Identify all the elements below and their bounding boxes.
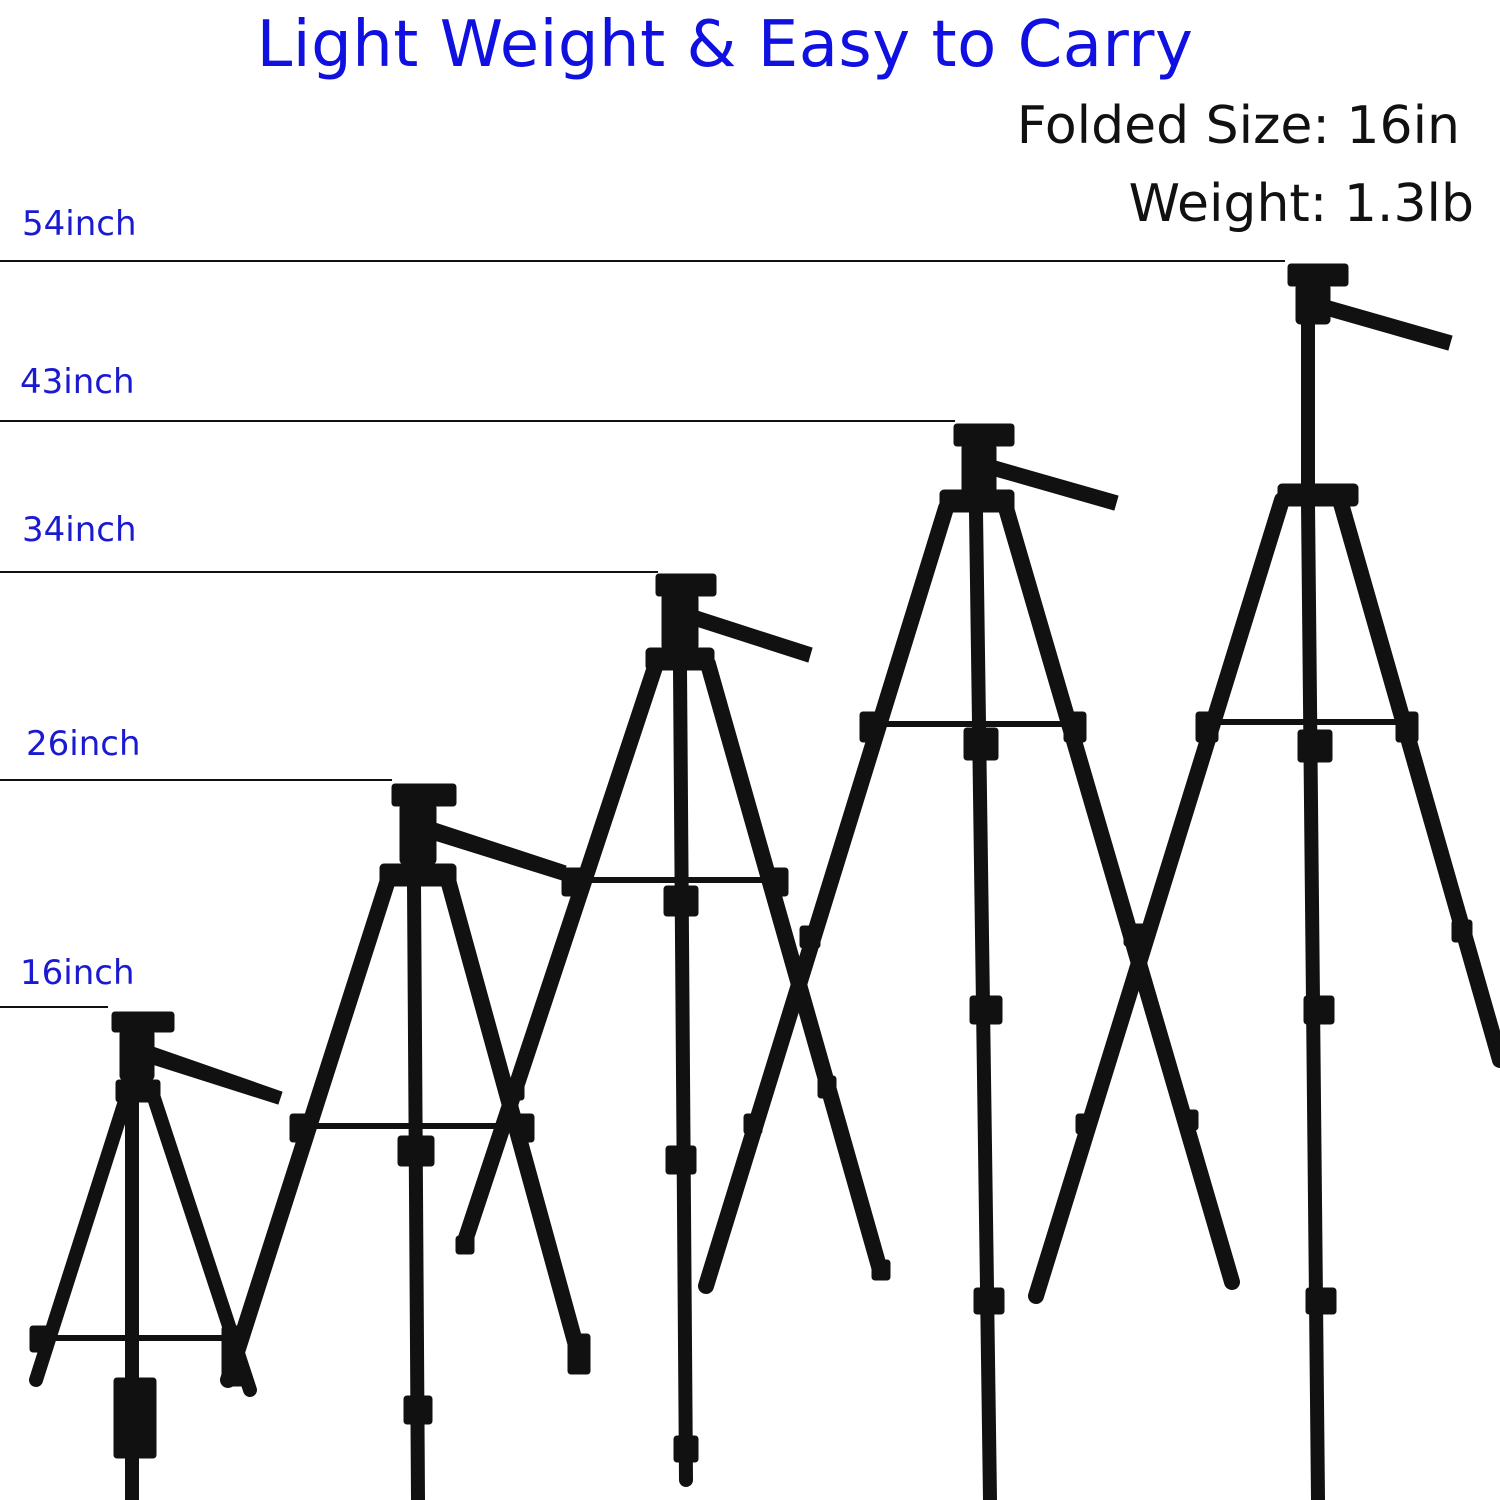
tripod-54inch	[1028, 263, 1500, 1500]
height-line-43	[0, 420, 955, 422]
height-label-16: 16inch	[20, 953, 135, 993]
folded-size-text: Folded Size: 16in	[1016, 96, 1460, 156]
height-line-34	[0, 571, 658, 573]
height-label-43: 43inch	[20, 362, 135, 402]
height-label-54: 54inch	[22, 204, 137, 244]
tripod-34inch	[455, 573, 891, 1487]
tripod-26inch	[220, 783, 591, 1500]
height-line-54	[0, 260, 1285, 262]
height-line-26	[0, 779, 392, 781]
tripod-16inch	[29, 1011, 283, 1500]
weight-text: Weight: 1.3lb	[1128, 174, 1474, 234]
height-label-26: 26inch	[26, 724, 141, 764]
tripod-43inch	[698, 423, 1240, 1500]
headline: Light Weight & Easy to Carry	[256, 8, 1194, 82]
height-label-34: 34inch	[22, 510, 137, 550]
height-line-16	[0, 1006, 108, 1008]
